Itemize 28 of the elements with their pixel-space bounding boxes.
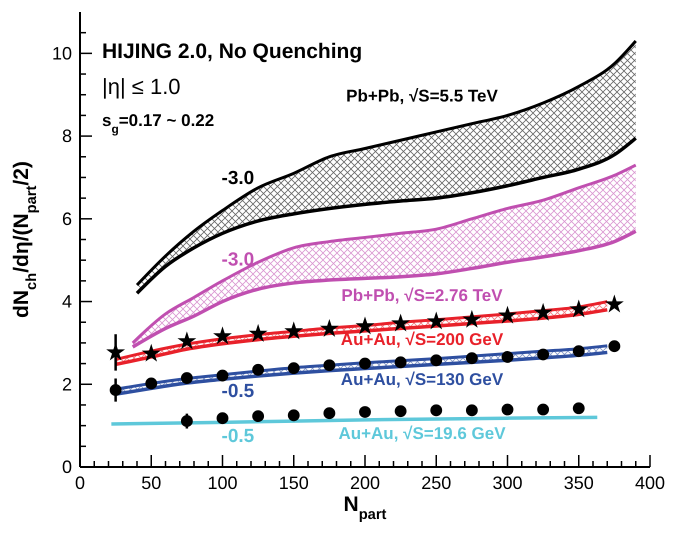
y-tick-label: 8 xyxy=(62,126,72,146)
y-tick-label: 6 xyxy=(62,208,72,229)
x-tick-label: 400 xyxy=(634,473,666,493)
series-label: Au+Au, √S=19.6 GeV xyxy=(338,424,506,444)
text: Pb+Pb, √S=2.76 TeV xyxy=(341,286,504,305)
annotation: -3.0 xyxy=(222,250,254,271)
y-tick-label: 4 xyxy=(62,292,72,312)
x-tick-label: 300 xyxy=(492,473,523,493)
annotation: |η| ≤ 1.0 xyxy=(102,74,181,99)
series-label: Au+Au, √S=200 GeV xyxy=(340,330,504,349)
annotation: -3.0 xyxy=(222,168,254,190)
annotation: -0.5 xyxy=(222,381,255,402)
series-label: Au+Au, √S=130 GeV xyxy=(340,370,504,390)
x-axis-title: N$_{part}$ xyxy=(344,493,387,523)
y-tick-label: 10 xyxy=(52,43,72,64)
x-tick-label: 200 xyxy=(350,473,380,493)
series-label: Pb+Pb, √S=5.5 TeV xyxy=(346,86,498,106)
text: HIJING 2.0, No Quenching xyxy=(102,40,362,63)
x-tick-label: 250 xyxy=(421,473,452,493)
x-tick-label: 350 xyxy=(564,473,594,493)
x-tick-label: 150 xyxy=(278,473,309,493)
x-tick-label: 50 xyxy=(141,473,162,493)
annotation: s$_{g}$=0.17 ~ 0.22 xyxy=(102,111,214,136)
annotation: -0.5 xyxy=(222,426,255,448)
x-tick-label: 100 xyxy=(207,473,238,493)
y-tick-label: 2 xyxy=(62,374,72,394)
y-tick-label: 0 xyxy=(62,457,72,477)
x-tick-label: 0 xyxy=(74,473,86,493)
